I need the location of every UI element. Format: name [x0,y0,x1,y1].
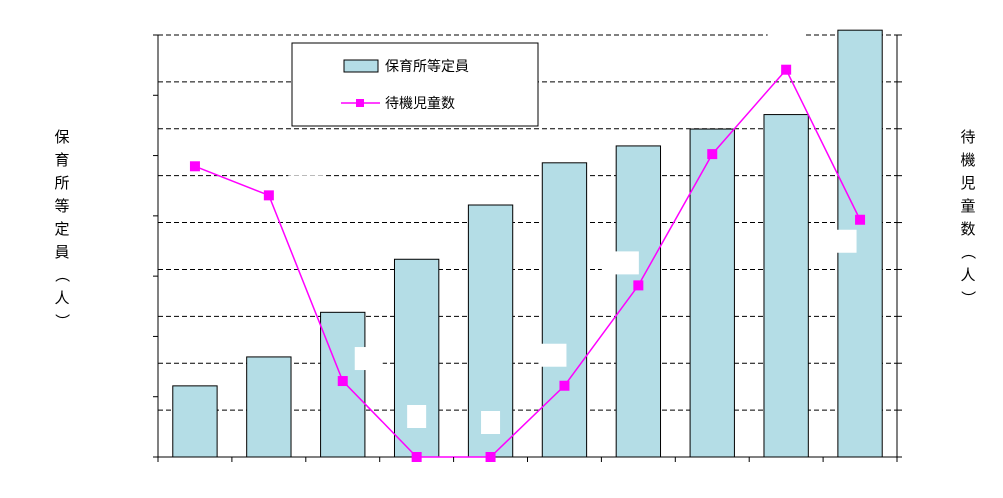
bar-H28 [615,145,662,458]
line-point-H27 [559,380,570,391]
right-axis-title-char: 童 [960,197,975,215]
line-series [194,68,861,458]
legend-bar-label: 保育所等定員 [385,58,469,75]
legend-line-label: 待機児童数 [385,95,455,112]
bar-H22 [172,385,218,458]
right-axis-title-char: ） [959,290,977,305]
bar-H23 [246,356,292,458]
line-point-H22 [189,161,200,172]
data-label-bg [649,88,687,112]
legend-bar-swatch [343,59,379,73]
right-axis-title-char: （ [959,244,977,259]
data-label-bg [288,175,326,199]
right-axis-title-char: 機 [960,151,975,169]
left-axis-title-char: 定 [54,220,69,238]
data-label-bg [819,229,857,253]
left-axis-ticks [153,34,158,458]
line-path [194,68,861,458]
data-label-bg [767,25,805,49]
right-axis-title: 待機児童数 （ 人 ） [959,128,977,306]
left-axis-title-char: 所 [54,174,69,192]
bar-H30 [763,114,809,458]
data-label-bg [206,132,244,156]
bar-H29 [689,128,735,458]
data-label-bg [481,411,501,434]
right-axis-title-char: 待 [960,128,975,146]
line-points [189,64,866,462]
left-axis-title: 保育所等定員 （ 人 ） [53,128,71,329]
bar-H27 [541,162,588,458]
line-point-H23 [263,190,274,201]
left-axis-title-char: 保 [54,128,69,146]
line-point-H29 [707,149,718,160]
legend-line-marker [356,99,364,107]
data-label-bg [354,347,383,371]
x-axis-ticks [157,457,898,462]
left-axis-title-char: 人 [54,289,69,307]
left-axis-title-char: （ [53,267,71,282]
data-label-bg [601,251,639,275]
line-point-H31 [855,214,866,225]
left-axis-title-char: 等 [54,197,69,215]
left-axis-title-char: 育 [54,151,69,169]
right-axis-title-char: 児 [960,174,975,192]
left-axis-title-char: 員 [54,243,69,261]
line-point-H25 [411,452,422,462]
data-label-bg [407,405,427,428]
line-point-H26 [485,452,496,462]
right-axis-title-char: 人 [960,266,975,284]
right-axis-title-char: 数 [960,220,975,238]
left-axis-title-char: ） [53,313,71,328]
line-point-H28 [633,280,644,291]
right-axis-ticks [897,34,902,458]
line-point-H24 [337,376,348,387]
line-point-H30 [781,64,792,75]
legend-box [291,42,539,127]
data-labels [206,25,857,434]
legend: 保育所等定員 待機児童数 [291,42,539,127]
bar-series [172,29,883,458]
data-label-bg [538,343,567,367]
